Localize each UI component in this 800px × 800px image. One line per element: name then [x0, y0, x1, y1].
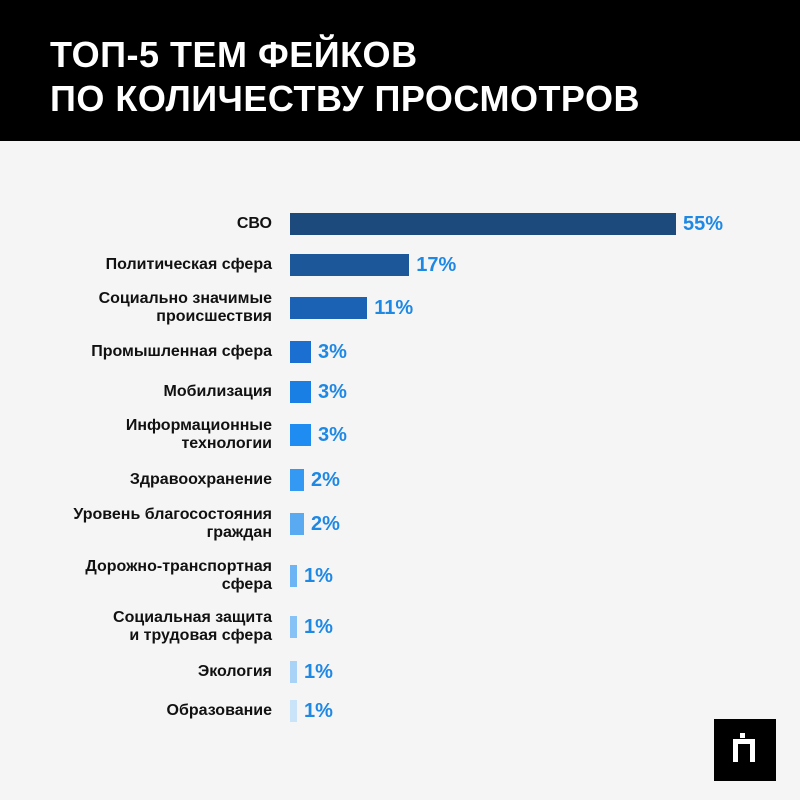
category-label: СВО — [12, 215, 272, 233]
category-label-line: Уровень благосостояния — [73, 506, 272, 523]
category-label-line: граждан — [206, 524, 272, 541]
value-label: 2% — [311, 469, 340, 491]
category-label: Политическая сфера — [12, 256, 272, 274]
category-label: Уровень благосостояния граждан — [12, 506, 272, 542]
value-label: 3% — [318, 341, 347, 363]
bar — [290, 661, 298, 683]
title-line-1: ТОП-5 ТЕМ ФЕЙКОВ — [50, 34, 418, 75]
value-label: 17% — [416, 254, 457, 276]
value-label: 1% — [304, 700, 333, 722]
value-label: 1% — [304, 616, 333, 638]
bar — [290, 700, 298, 722]
category-label-line: СВО — [236, 215, 272, 232]
bar — [290, 341, 312, 363]
value-label: 11% — [374, 297, 414, 319]
category-label-line: Здравоохранение — [129, 471, 272, 488]
category-label: Дорожно-транспортная сфера — [12, 558, 272, 594]
category-label-line: Социальная защита — [113, 609, 272, 626]
category-label-line: Мобилизация — [163, 383, 272, 400]
category-label: Экология — [12, 663, 272, 681]
category-label: Социально значимые происшествия — [12, 290, 272, 326]
bar — [290, 513, 305, 535]
category-label-line: технологии — [181, 435, 272, 452]
category-label: Промышленная сфера — [12, 343, 272, 361]
bar-chart: СВО 55% Политическая сфера 17% Социально зна… — [0, 141, 800, 800]
value-label: 1% — [304, 565, 333, 587]
value-label: 3% — [318, 424, 347, 446]
value-label: 1% — [304, 661, 333, 683]
bar — [290, 616, 298, 638]
category-label-line: Экология — [197, 663, 272, 680]
category-label: Образование — [12, 702, 272, 720]
category-label-line: Политическая сфера — [105, 256, 272, 273]
category-label-line: Дорожно-транспортная — [85, 558, 272, 575]
category-label: Социальная защита и трудовая сфера — [12, 609, 272, 645]
value-label: 55% — [683, 213, 724, 235]
brand-logo-icon — [733, 733, 755, 762]
category-label-line: и трудовая сфера — [129, 627, 272, 644]
category-label-line: Промышленная сфера — [91, 343, 272, 360]
category-label-line: происшествия — [156, 308, 272, 325]
category-label-line: сфера — [221, 576, 272, 593]
bar — [290, 213, 676, 235]
bar — [290, 381, 312, 403]
category-label: Информационные технологии — [12, 417, 272, 453]
category-label: Здравоохранение — [12, 471, 272, 489]
category-label-line: Образование — [166, 702, 272, 719]
value-label: 3% — [318, 381, 347, 403]
category-label: Мобилизация — [12, 383, 272, 401]
bar — [290, 424, 312, 446]
category-label-line: Информационные — [125, 417, 272, 434]
bar — [290, 254, 410, 276]
category-label-line: Социально значимые — [98, 290, 272, 307]
bar — [290, 469, 305, 491]
brand-logo — [714, 719, 776, 781]
header-banner: ТОП-5 ТЕМ ФЕЙКОВ ПО КОЛИЧЕСТВУ ПРОСМОТРО… — [0, 0, 800, 141]
bar — [290, 297, 368, 319]
value-label: 2% — [311, 513, 340, 535]
bar — [290, 565, 298, 587]
title-line-2: ПО КОЛИЧЕСТВУ ПРОСМОТРОВ — [50, 78, 640, 119]
